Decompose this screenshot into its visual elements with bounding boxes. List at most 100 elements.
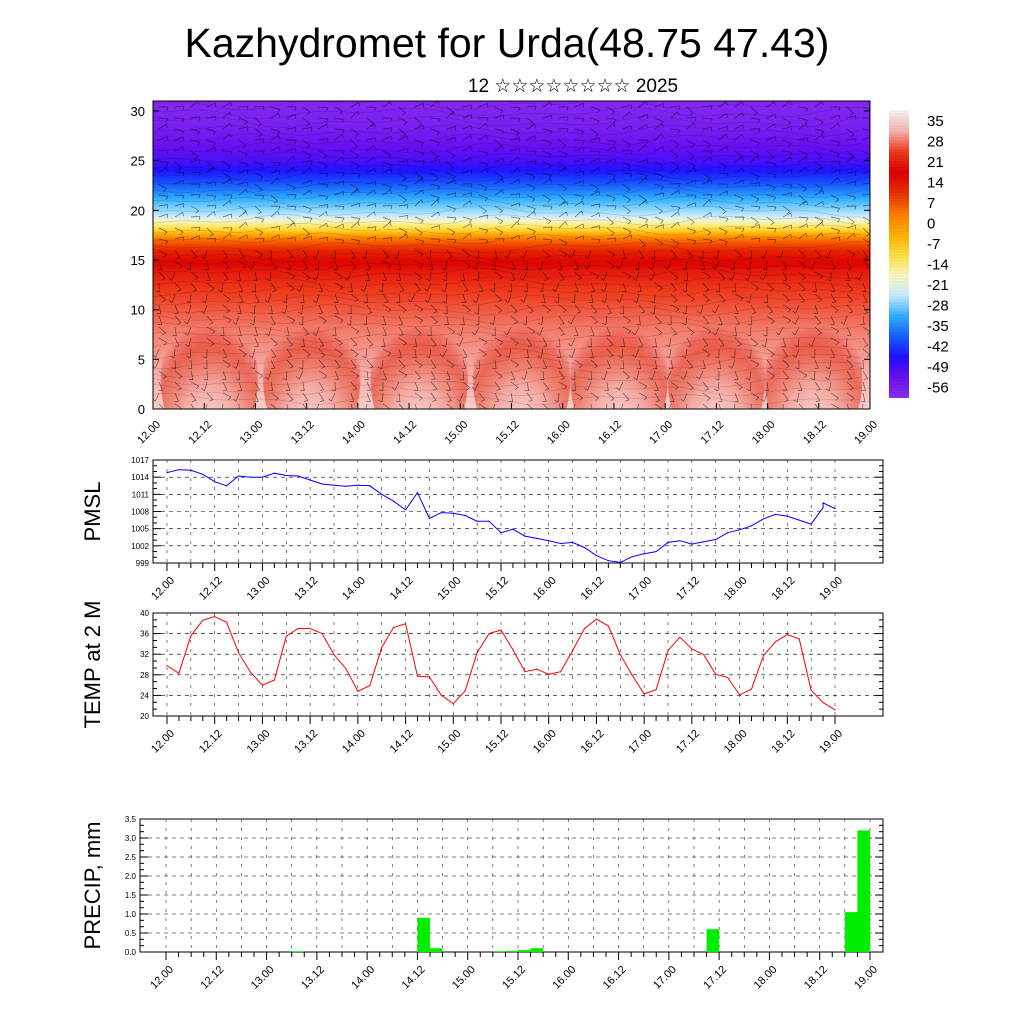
- x-tick-label: 14.12: [388, 575, 416, 603]
- x-tick-label: 13.00: [245, 575, 273, 603]
- wind-barb-flag: [235, 412, 239, 413]
- data-point: [596, 555, 597, 556]
- wind-barb-flag: [274, 410, 277, 412]
- x-tick-label: 19.00: [852, 419, 880, 447]
- data-point: [667, 542, 668, 543]
- x-tick-label: 18.12: [769, 575, 797, 603]
- x-tick-label: 16.00: [545, 419, 573, 447]
- wind-barb-flag: [192, 412, 196, 413]
- data-point: [811, 690, 812, 691]
- y-tick-label: 1014: [131, 473, 149, 482]
- wind-barb-flag: [665, 410, 668, 412]
- data-point: [202, 620, 203, 621]
- panel-frame: [153, 613, 883, 716]
- data-point: [166, 472, 167, 473]
- x-tick-label: 15.00: [435, 575, 463, 603]
- wind-barb-flag: [748, 412, 752, 413]
- x-tick-label: 12.12: [186, 419, 214, 447]
- x-tick-label: 14.00: [349, 964, 377, 992]
- x-tick-label: 17.00: [651, 964, 679, 992]
- data-point: [310, 479, 311, 480]
- x-tick-label: 15.12: [500, 964, 528, 992]
- colorbar-label: -42: [927, 339, 949, 356]
- x-tick-label: 16.00: [531, 728, 559, 756]
- x-tick-label: 12.00: [149, 575, 177, 603]
- x-tick-label: 18.00: [722, 728, 750, 756]
- data-point: [560, 543, 561, 544]
- x-tick-label: 15.00: [435, 728, 463, 756]
- panel-frame: [140, 819, 883, 952]
- data-point: [465, 515, 466, 516]
- colorbar-label: -49: [927, 359, 949, 376]
- x-tick-label: 16.00: [531, 575, 559, 603]
- wind-barb-flag: [489, 410, 492, 412]
- data-point: [477, 652, 478, 653]
- data-point: [572, 542, 573, 543]
- precip-bar: [707, 929, 720, 952]
- x-tick-label: 12.12: [197, 575, 225, 603]
- data-point: [166, 665, 167, 666]
- precip-bar: [845, 912, 858, 952]
- wind-barb-flag: [588, 412, 592, 413]
- wind-barb-flag: [780, 412, 784, 413]
- data-point: [632, 556, 633, 557]
- y-tick-label: 1005: [131, 525, 149, 534]
- x-tick-label: 13.12: [292, 728, 320, 756]
- data-point: [238, 475, 239, 476]
- data-point: [369, 685, 370, 686]
- chart-title: Kazhydromet for Urda(48.75 47.43): [185, 20, 830, 66]
- data-point: [321, 483, 322, 484]
- data-point: [524, 536, 525, 537]
- data-point: [703, 654, 704, 655]
- x-tick-label: 18.00: [752, 964, 780, 992]
- wind-barb-flag: [603, 411, 607, 413]
- data-point: [632, 675, 633, 676]
- wind-barb-flag: [312, 409, 315, 412]
- colorbar-label: 28: [927, 134, 944, 151]
- y-tick-label: 1.0: [125, 910, 137, 919]
- data-point: [775, 514, 776, 515]
- wind-barb-flag: [218, 411, 222, 413]
- x-tick-label: 14.12: [400, 964, 428, 992]
- y-tick-label: 3.0: [125, 834, 137, 843]
- x-tick-label: 17.00: [647, 419, 675, 447]
- data-point: [453, 513, 454, 514]
- data-point: [524, 671, 525, 672]
- data-point: [727, 677, 728, 678]
- wind-barb-flag: [802, 410, 806, 412]
- data-point: [393, 501, 394, 502]
- y-tick-label: 36: [140, 630, 149, 639]
- x-tick-label: 14.12: [391, 419, 419, 447]
- colorbar-label: 0: [927, 216, 935, 233]
- data-point: [834, 508, 835, 509]
- data-point: [620, 654, 621, 655]
- data-point: [333, 654, 334, 655]
- wind-barb-flag: [162, 410, 166, 412]
- data-point: [274, 679, 275, 680]
- y-axis-title: PRECIP, mm: [80, 822, 105, 950]
- y-tick-label: 1002: [131, 542, 149, 551]
- data-point: [381, 494, 382, 495]
- data-point: [441, 512, 442, 513]
- wind-barb-flag: [682, 411, 686, 413]
- data-point: [751, 525, 752, 526]
- data-point: [715, 539, 716, 540]
- x-tick-label: 15.00: [442, 419, 470, 447]
- x-tick-label: 17.12: [701, 964, 729, 992]
- x-tick-label: 14.12: [388, 728, 416, 756]
- data-point: [250, 672, 251, 673]
- data-point: [751, 689, 752, 690]
- x-tick-label: 17.12: [699, 419, 727, 447]
- data-point: [405, 509, 406, 510]
- data-point: [345, 668, 346, 669]
- y-tick-label: 2.5: [125, 853, 137, 862]
- x-tick-label: 18.12: [802, 964, 830, 992]
- colorbar-label: -21: [927, 277, 949, 294]
- wind-barb-flag: [730, 411, 734, 413]
- x-tick-label: 17.12: [674, 575, 702, 603]
- precip-bar: [505, 951, 518, 952]
- data-point: [214, 616, 215, 617]
